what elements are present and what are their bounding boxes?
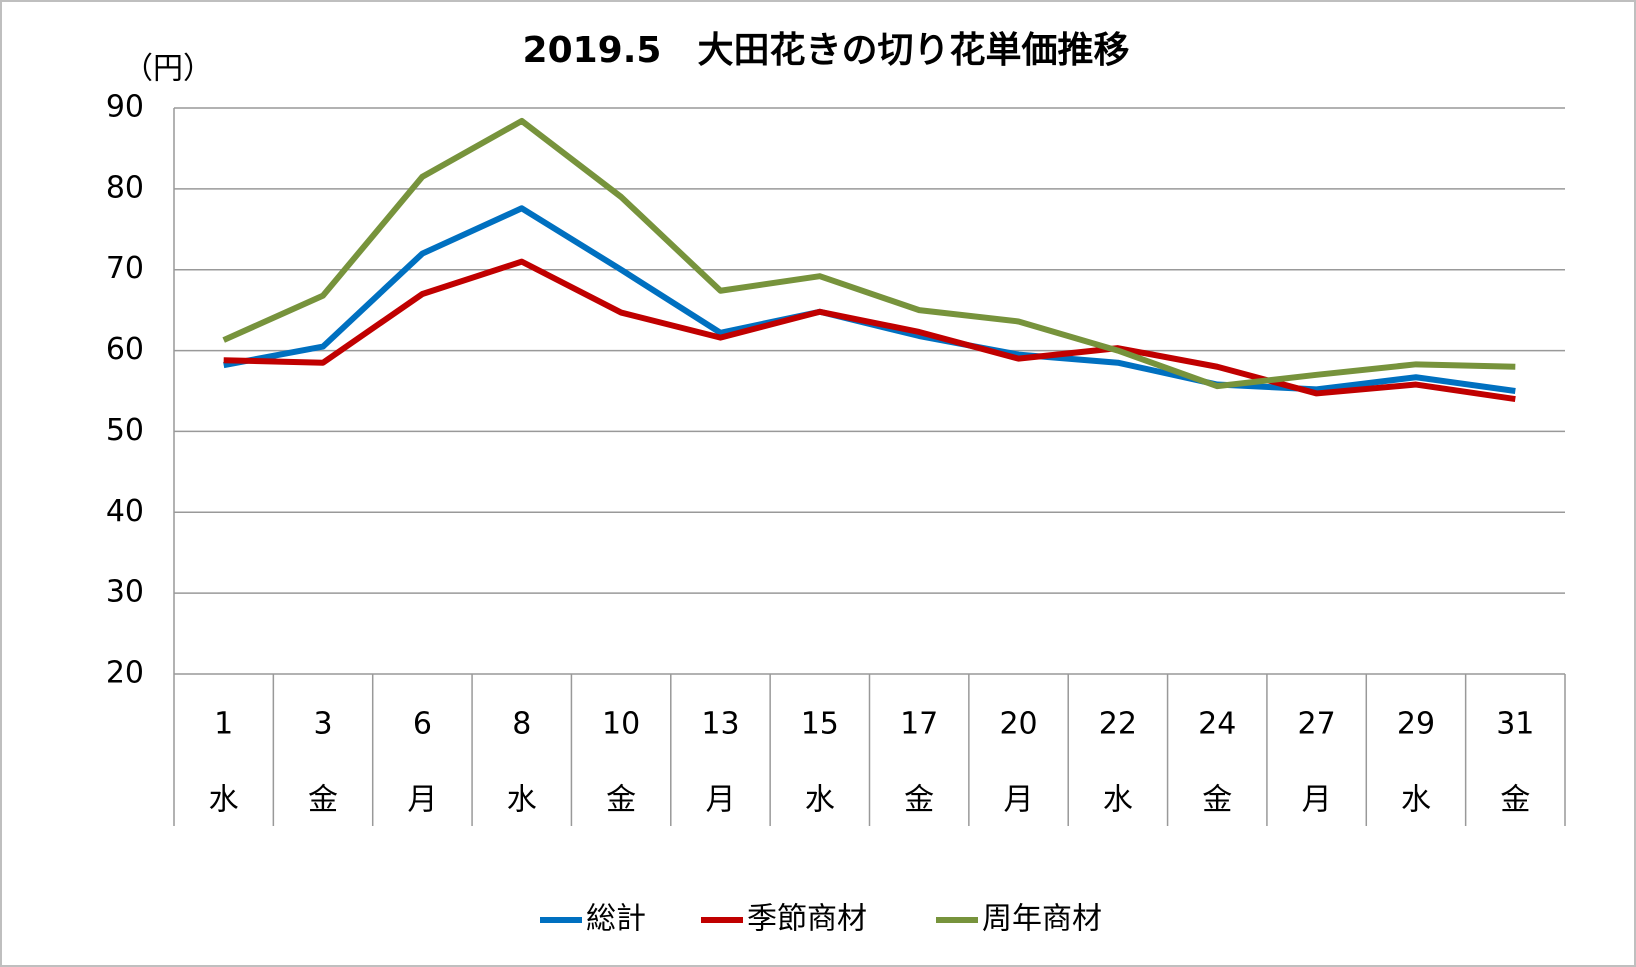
y-tick-label: 70 <box>106 251 144 286</box>
x-tick-label: 22 <box>1099 707 1137 742</box>
x-tick-label: 17 <box>900 707 938 742</box>
x-weekday-label: 水 <box>507 783 537 818</box>
series-line <box>223 258 1516 403</box>
x-weekday-label: 月 <box>1302 783 1332 818</box>
x-tick-label: 31 <box>1496 707 1534 742</box>
x-weekday-label: 月 <box>705 783 735 818</box>
x-weekday-label: 月 <box>407 783 437 818</box>
y-tick-label: 80 <box>106 170 144 205</box>
y-tick-label: 90 <box>106 90 144 125</box>
x-weekday-label: 水 <box>209 783 239 818</box>
x-tick-label: 27 <box>1298 707 1336 742</box>
legend-label: 季節商材 <box>747 902 867 937</box>
x-tick-label: 10 <box>602 707 640 742</box>
y-tick-label: 60 <box>106 332 144 367</box>
y-tick-label: 30 <box>106 575 144 610</box>
chart-title: 2019.5 大田花きの切り花単価推移 <box>523 30 1130 71</box>
legend-label: 周年商材 <box>982 902 1102 937</box>
x-tick-label: 6 <box>413 707 432 742</box>
x-weekday-label: 水 <box>1103 783 1133 818</box>
x-weekday-label: 水 <box>1401 783 1431 818</box>
series-line <box>222 117 1516 390</box>
x-weekday-label: 金 <box>1202 783 1232 818</box>
x-tick-label: 29 <box>1397 707 1435 742</box>
x-weekday-label: 金 <box>606 783 636 818</box>
x-weekday-label: 水 <box>805 783 835 818</box>
x-tick-label: 8 <box>512 707 531 742</box>
x-weekday-label: 月 <box>1004 783 1034 818</box>
x-tick-label: 13 <box>701 707 739 742</box>
x-weekday-label: 金 <box>308 783 338 818</box>
x-tick-label: 3 <box>313 707 332 742</box>
y-unit-label: （円） <box>123 52 213 87</box>
x-weekday-label: 金 <box>904 783 934 818</box>
x-tick-label: 24 <box>1198 707 1236 742</box>
y-tick-label: 40 <box>106 494 144 529</box>
x-tick-label: 15 <box>801 707 839 742</box>
y-tick-label: 50 <box>106 413 144 448</box>
legend-label: 総計 <box>586 902 646 937</box>
x-weekday-label: 金 <box>1500 783 1530 818</box>
y-tick-label: 20 <box>106 656 144 691</box>
x-tick-label: 20 <box>999 707 1037 742</box>
x-tick-label: 1 <box>214 707 233 742</box>
